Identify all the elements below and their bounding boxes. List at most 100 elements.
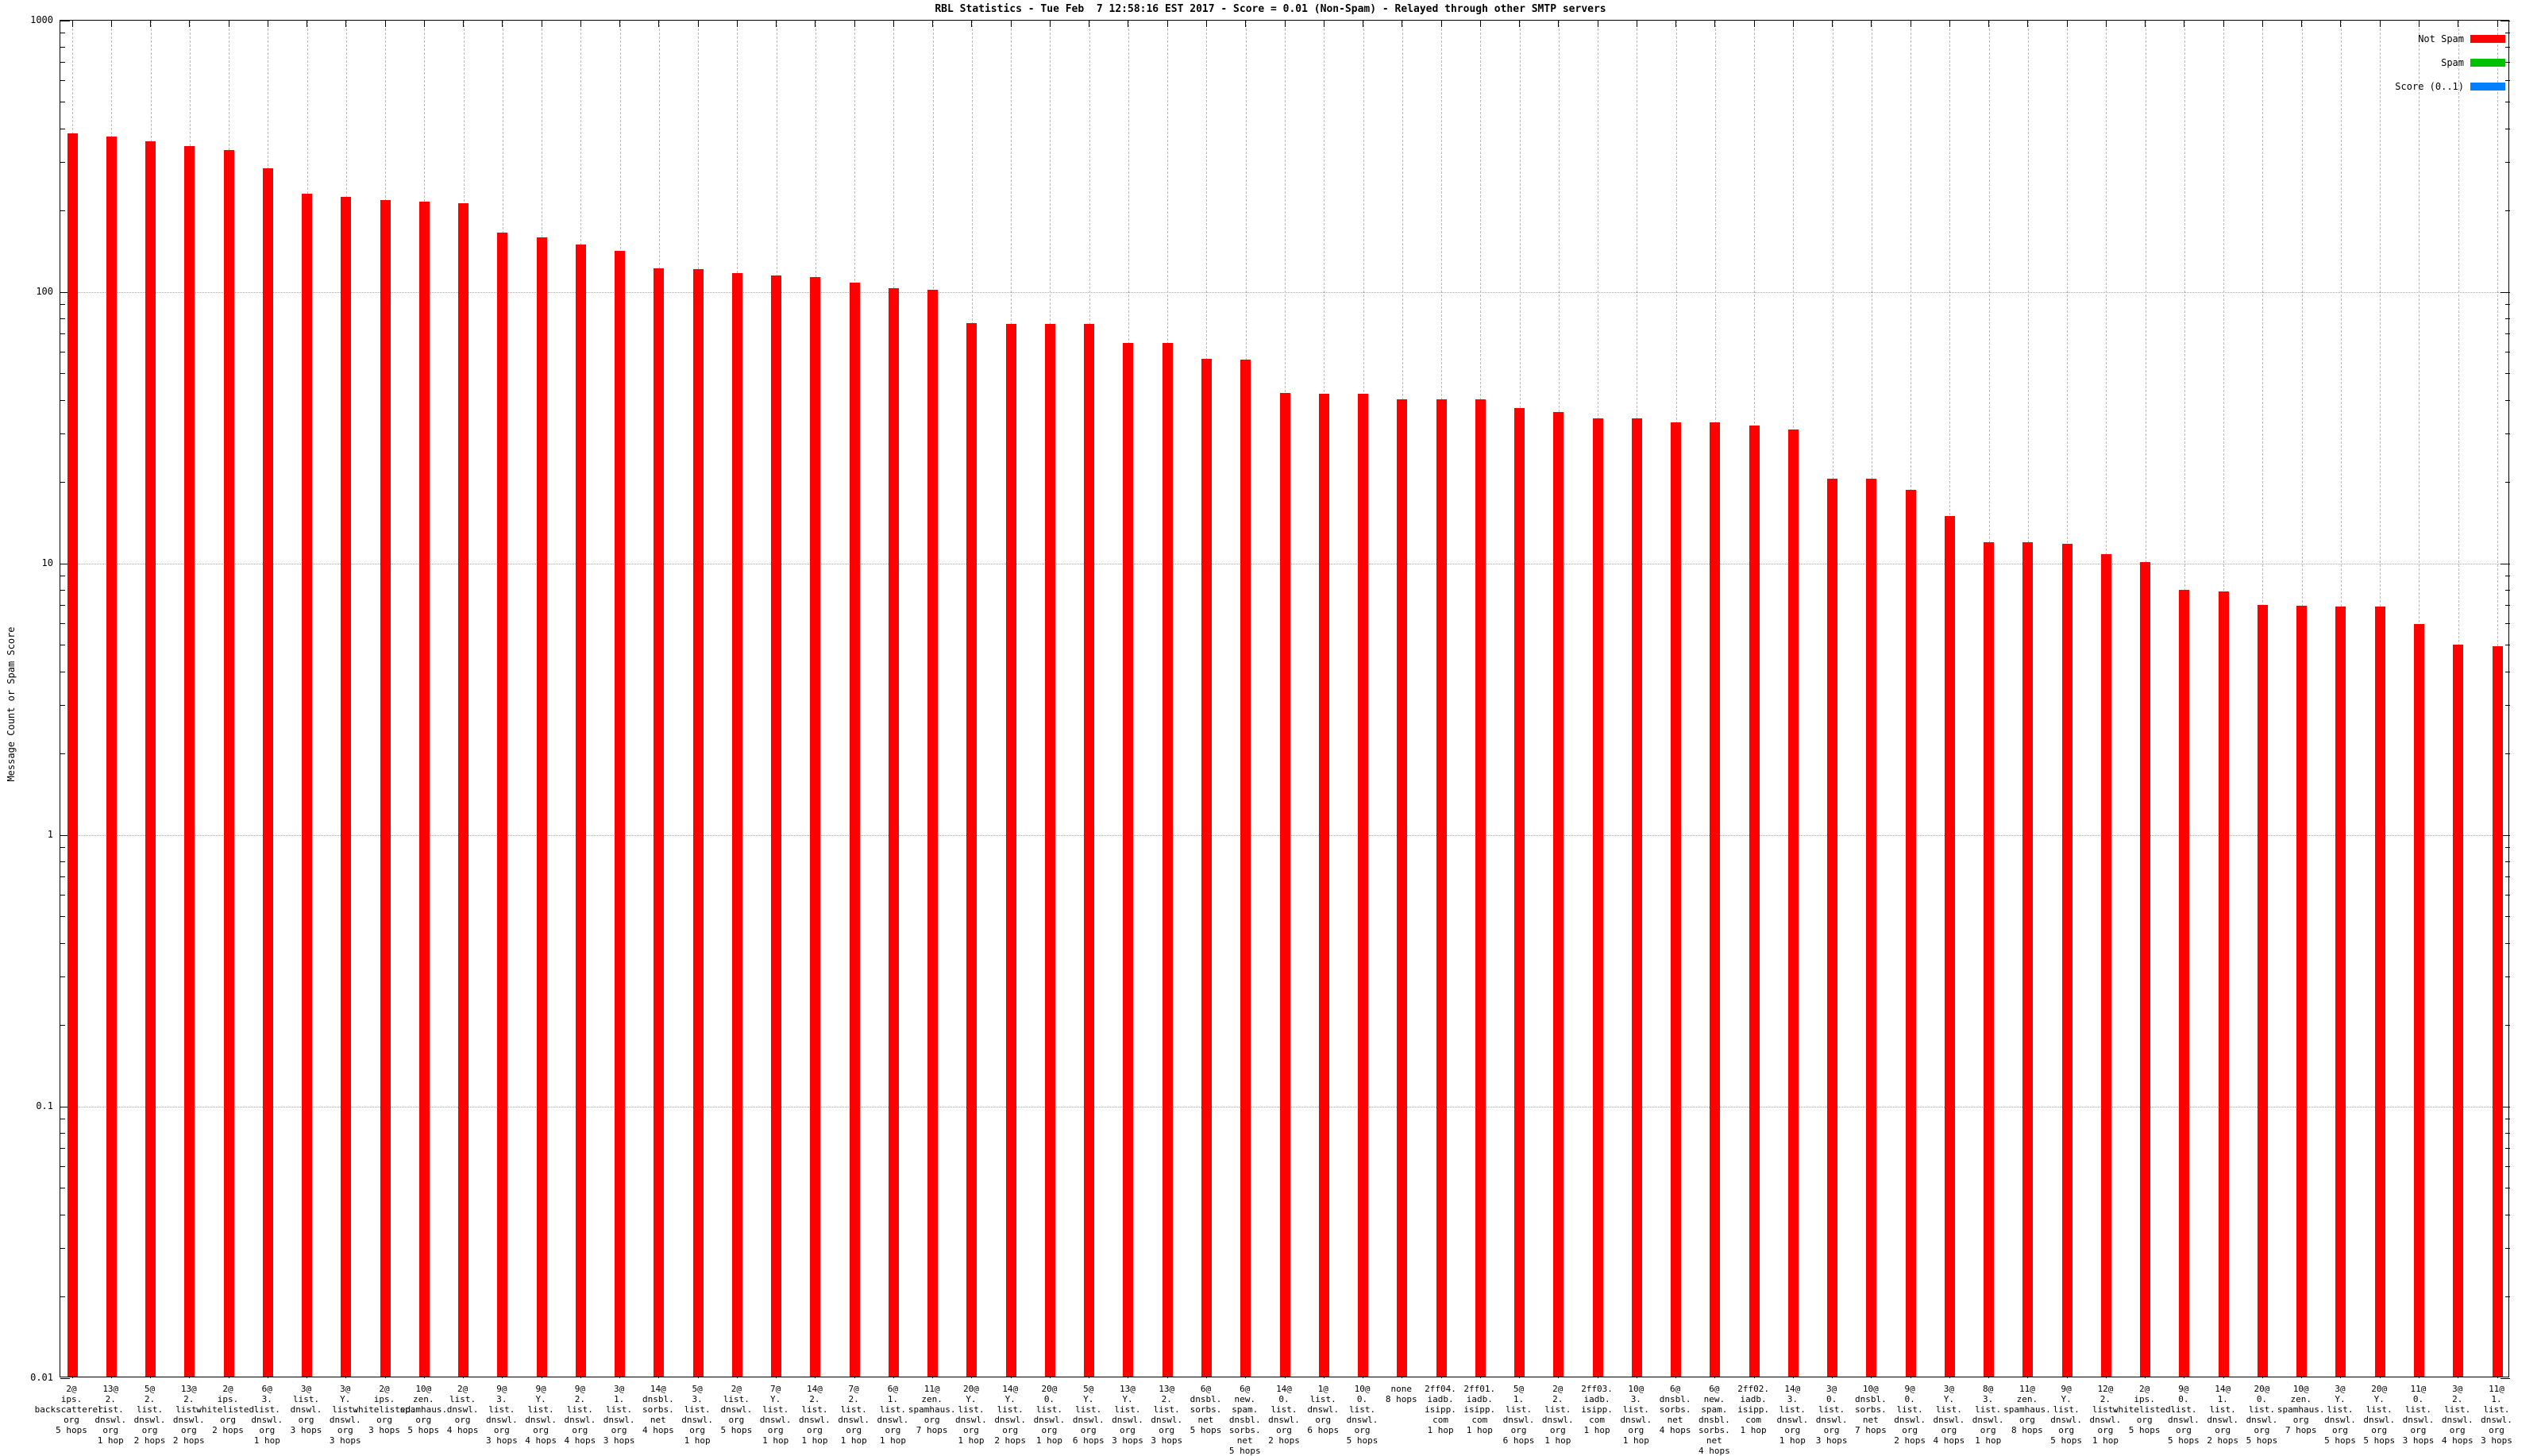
bar — [1827, 478, 1838, 1377]
x-tick-label: 7@ 2. list. dnswl. org 1 hop — [838, 1384, 870, 1446]
bar — [1318, 394, 1329, 1377]
x-tick — [815, 21, 816, 27]
x-tick-label: 13@ 2. list. dnswl. org 1 hop — [94, 1384, 127, 1446]
bar — [2100, 553, 2111, 1377]
bar — [1279, 392, 1290, 1377]
bar — [1005, 323, 1016, 1377]
bar — [1944, 515, 1955, 1377]
y-minor-tick — [2505, 399, 2510, 401]
x-tick — [423, 21, 425, 27]
bar — [1592, 418, 1603, 1377]
x-tick-label: 2@ ips. whitelisted. org 2 hops — [196, 1384, 260, 1435]
x-tick-label: 6@ dnsbl. sorbs. net 4 hops — [1659, 1384, 1691, 1435]
bar — [1787, 429, 1799, 1377]
y-minor-tick — [2505, 318, 2510, 319]
x-tick-label: 2ff03. iadb. isipp. com 1 hop — [1581, 1384, 1613, 1435]
bar — [1514, 408, 1525, 1377]
legend-swatch — [2470, 35, 2505, 43]
legend-swatch — [2470, 59, 2505, 67]
bar — [341, 196, 352, 1377]
y-minor-tick — [60, 589, 65, 591]
y-minor-tick — [60, 318, 65, 319]
y-minor-tick — [2505, 304, 2510, 306]
x-tick — [658, 21, 660, 27]
x-tick-label: 13@ 2. list. dnswl. org 3 hops — [1151, 1384, 1183, 1446]
y-minor-tick — [2505, 373, 2510, 375]
x-tick-label: 20@ Y. list. dnswl. org 5 hops — [2363, 1384, 2396, 1446]
x-tick — [776, 21, 777, 27]
x-tick-label: 11@ 0. list. dnswl. org 3 hops — [2402, 1384, 2435, 1446]
x-tick — [1479, 21, 1481, 27]
x-tick — [2066, 21, 2068, 27]
x-tick-label: 9@ Y. list. dnswl. org 4 hops — [525, 1384, 557, 1446]
x-tick — [189, 21, 191, 27]
x-tick — [2379, 21, 2381, 27]
x-tick-label: 10@ zen. spamhaus. org 5 hops — [399, 1384, 448, 1435]
x-tick-label: 3@ 2. list. dnswl. org 4 hops — [2441, 1384, 2474, 1446]
x-tick-label: 2@ list. dnswl. org 5 hops — [720, 1384, 753, 1435]
x-tick — [1753, 21, 1755, 27]
bar — [106, 136, 117, 1377]
bar — [1553, 411, 1564, 1377]
bar — [1397, 399, 1408, 1377]
x-tick — [1049, 21, 1051, 27]
bar — [1631, 418, 1642, 1377]
x-tick-label: 11@ zen. spamhaus. org 7 hops — [908, 1384, 956, 1435]
x-tick — [1440, 21, 1442, 27]
x-tick-label: 5@ 2. list. dnswl. org 2 hops — [133, 1384, 166, 1446]
x-tick — [2497, 21, 2498, 27]
x-tick — [932, 21, 934, 27]
x-tick-label: 10@ 3. list. dnswl. org 1 hop — [1620, 1384, 1652, 1446]
x-tick-label: 2@ 2. list. dnswl. org 1 hop — [1541, 1384, 1574, 1446]
y-minor-tick — [2505, 210, 2510, 211]
bar — [849, 282, 860, 1377]
y-minor-tick — [2505, 895, 2510, 896]
x-tick — [1871, 21, 1872, 27]
x-tick — [697, 21, 699, 27]
bar — [966, 322, 977, 1377]
bar — [2453, 645, 2464, 1377]
bar — [2179, 590, 2190, 1377]
x-tick-label: 10@ 0. list. dnswl. org 5 hops — [1346, 1384, 1378, 1446]
y-minor-tick — [2505, 1248, 2510, 1250]
bar — [1710, 422, 1721, 1377]
x-tick — [345, 21, 347, 27]
y-minor-tick — [2505, 1024, 2510, 1026]
x-tick — [893, 21, 894, 27]
bar — [262, 168, 273, 1377]
bar — [302, 194, 313, 1377]
bar — [654, 268, 665, 1377]
y-minor-tick — [2505, 876, 2510, 878]
x-tick-label: 3@ 0. list. dnswl. org 3 hops — [1815, 1384, 1848, 1446]
bar — [2061, 543, 2073, 1377]
bar — [223, 149, 234, 1377]
y-minor-tick — [2505, 861, 2510, 862]
x-tick-label: 9@ 3. list. dnswl. org 3 hops — [485, 1384, 518, 1446]
x-tick — [1675, 21, 1677, 27]
y-minor-tick — [2505, 942, 2510, 944]
x-tick-label: 20@ Y. list. dnswl. org 1 hop — [955, 1384, 987, 1446]
y-minor-tick — [2505, 976, 2510, 978]
bar — [1436, 399, 1447, 1377]
x-tick-label: 3@ 1. list. dnswl. org 3 hops — [603, 1384, 635, 1446]
y-minor-tick — [60, 1166, 65, 1168]
bar — [380, 199, 391, 1377]
y-minor-tick — [2505, 162, 2510, 164]
y-minor-tick — [60, 942, 65, 944]
x-tick-label: 9@ 0. list. dnswl. org 2 hops — [1894, 1384, 1926, 1446]
x-tick-label: 13@ Y. list. dnswl. org 3 hops — [1112, 1384, 1143, 1446]
x-tick — [1832, 21, 1833, 27]
y-major-tick — [2501, 1377, 2510, 1379]
x-tick-label: 14@ dnsbl. sorbs. net 4 hops — [642, 1384, 674, 1435]
y-minor-tick — [2505, 705, 2510, 707]
y-minor-tick — [60, 847, 65, 849]
y-major-tick — [2501, 291, 2510, 293]
x-tick — [110, 21, 112, 27]
bar — [927, 289, 939, 1377]
y-minor-tick — [2505, 46, 2510, 48]
x-tick — [463, 21, 465, 27]
x-tick — [2261, 21, 2263, 27]
bar — [2022, 542, 2034, 1377]
y-major-tick — [60, 291, 70, 293]
